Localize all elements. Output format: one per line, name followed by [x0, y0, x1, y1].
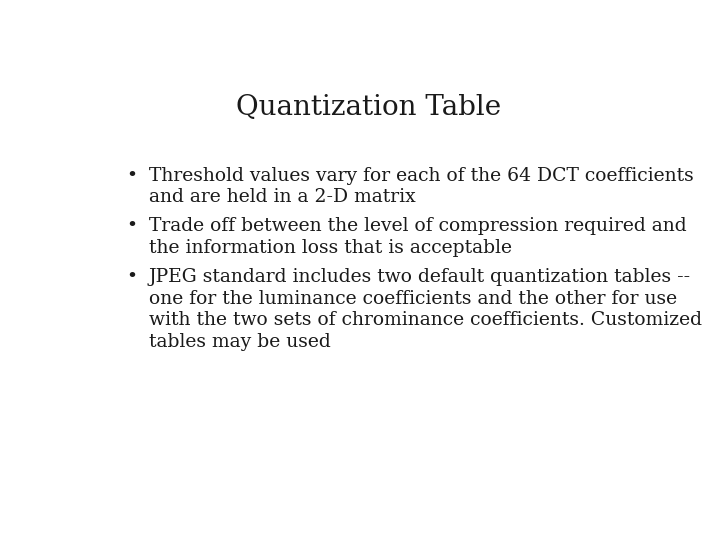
Text: Trade off between the level of compression required and: Trade off between the level of compressi…	[148, 218, 686, 235]
Text: tables may be used: tables may be used	[148, 333, 330, 351]
Text: •: •	[126, 167, 138, 185]
Text: and are held in a 2-D matrix: and are held in a 2-D matrix	[148, 188, 415, 206]
Text: one for the luminance coefficients and the other for use: one for the luminance coefficients and t…	[148, 290, 677, 308]
Text: •: •	[126, 218, 138, 235]
Text: •: •	[126, 268, 138, 286]
Text: Threshold values vary for each of the 64 DCT coefficients: Threshold values vary for each of the 64…	[148, 167, 693, 185]
Text: JPEG standard includes two default quantization tables --: JPEG standard includes two default quant…	[148, 268, 690, 286]
Text: the information loss that is acceptable: the information loss that is acceptable	[148, 239, 512, 257]
Text: Quantization Table: Quantization Table	[236, 94, 502, 121]
Text: with the two sets of chrominance coefficients. Customized: with the two sets of chrominance coeffic…	[148, 312, 701, 329]
